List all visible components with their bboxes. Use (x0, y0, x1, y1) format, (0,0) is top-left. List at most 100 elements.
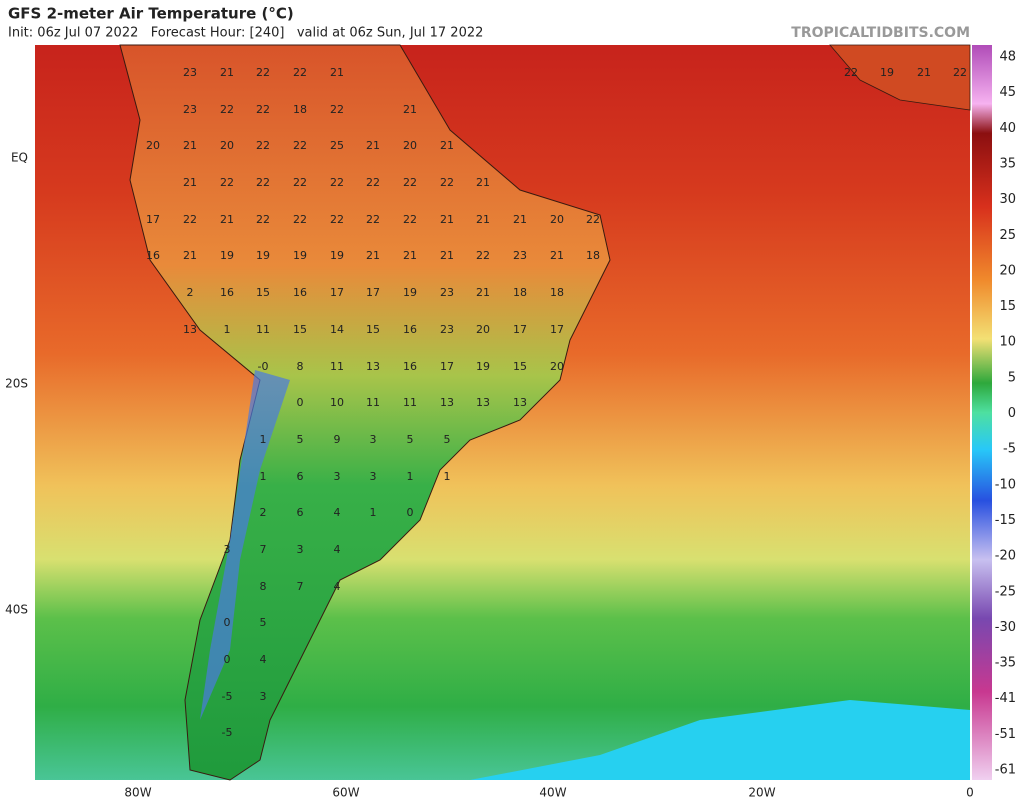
colorbar-label: 35 (999, 156, 1016, 171)
temperature-label: 21 (440, 139, 454, 152)
temperature-label: 5 (260, 616, 267, 629)
colorbar-label: 30 (999, 192, 1016, 207)
temperature-label: 13 (476, 396, 490, 409)
temperature-label: 0 (407, 506, 414, 519)
temperature-label: 18 (293, 103, 307, 116)
temperature-label: 0 (297, 396, 304, 409)
temperature-label: 18 (513, 286, 527, 299)
colorbar-label: -30 (995, 620, 1016, 635)
temperature-label: 15 (256, 286, 270, 299)
temperature-label: 21 (403, 103, 417, 116)
subtitle: Init: 06z Jul 07 2022 Forecast Hour: [24… (8, 26, 483, 41)
temperature-label: 22 (256, 139, 270, 152)
temperature-label: 21 (917, 66, 931, 79)
colorbar (972, 45, 992, 780)
temperature-label: 22 (293, 213, 307, 226)
temperature-label: 21 (366, 139, 380, 152)
temperature-label: 11 (256, 323, 270, 336)
colorbar-label: -41 (995, 691, 1016, 706)
y-axis-label: EQ (11, 151, 28, 165)
temperature-label: 23 (513, 249, 527, 262)
colorbar-label: 25 (999, 228, 1016, 243)
temperature-label: 1 (407, 470, 414, 483)
temperature-label: 15 (366, 323, 380, 336)
title: GFS 2-meter Air Temperature (°C) (8, 5, 294, 23)
temperature-label: 22 (330, 176, 344, 189)
temperature-label: 19 (403, 286, 417, 299)
temperature-label: 22 (220, 103, 234, 116)
colorbar-label: 40 (999, 121, 1016, 136)
temperature-label: 21 (366, 249, 380, 262)
temperature-label: 23 (183, 66, 197, 79)
temperature-label: 1 (260, 470, 267, 483)
temperature-label: 4 (334, 580, 341, 593)
temperature-label: 22 (293, 66, 307, 79)
temperature-label: 25 (330, 139, 344, 152)
temperature-label: 0 (224, 653, 231, 666)
temperature-label: 17 (146, 213, 160, 226)
temperature-label: 21 (550, 249, 564, 262)
temperature-label: 22 (366, 213, 380, 226)
temperature-label: 4 (334, 506, 341, 519)
temperature-label: 10 (330, 396, 344, 409)
temperature-label: 19 (330, 249, 344, 262)
temperature-label: 3 (370, 470, 377, 483)
andes-cold (200, 370, 290, 720)
temperature-label: 22 (330, 103, 344, 116)
temperature-label: 0 (224, 616, 231, 629)
temperature-label: -5 (222, 690, 233, 703)
temperature-label: 22 (293, 176, 307, 189)
temperature-label: 17 (440, 360, 454, 373)
antarctic-cold (470, 700, 970, 780)
temperature-label: 3 (224, 543, 231, 556)
colorbar-label: -5 (1003, 442, 1016, 457)
temperature-label: 21 (183, 139, 197, 152)
temperature-label: 22 (403, 176, 417, 189)
colorbar-label: 20 (999, 263, 1016, 278)
temperature-label: 21 (220, 213, 234, 226)
temperature-label: 22 (403, 213, 417, 226)
temperature-label: 21 (440, 249, 454, 262)
temperature-label: 5 (297, 433, 304, 446)
colorbar-label: -10 (995, 477, 1016, 492)
temperature-label: 11 (403, 396, 417, 409)
temperature-label: 19 (880, 66, 894, 79)
temperature-label: 16 (403, 360, 417, 373)
temperature-label: 7 (260, 543, 267, 556)
temperature-label: 21 (403, 249, 417, 262)
temperature-label: 21 (476, 176, 490, 189)
temperature-label: 22 (293, 139, 307, 152)
x-axis-label: 80W (124, 786, 151, 800)
temperature-label: 1 (370, 506, 377, 519)
temperature-label: 22 (476, 249, 490, 262)
colorbar-label: 10 (999, 335, 1016, 350)
temperature-label: 23 (440, 323, 454, 336)
temperature-label: 20 (403, 139, 417, 152)
temperature-label: 16 (293, 286, 307, 299)
temperature-label: 20 (146, 139, 160, 152)
colorbar-label: -15 (995, 513, 1016, 528)
temperature-label: 23 (183, 103, 197, 116)
temperature-label: 22 (256, 176, 270, 189)
colorbar-label: -25 (995, 584, 1016, 599)
temperature-label: 22 (256, 66, 270, 79)
temperature-label: 4 (260, 653, 267, 666)
temperature-label: 22 (586, 213, 600, 226)
temperature-label: 13 (366, 360, 380, 373)
temperature-label: 21 (220, 66, 234, 79)
colorbar-label: 45 (999, 85, 1016, 100)
y-axis-label: 40S (5, 603, 28, 617)
temperature-label: 23 (440, 286, 454, 299)
y-axis-label: 20S (5, 377, 28, 391)
temperature-label: 13 (440, 396, 454, 409)
x-axis-label: 20W (748, 786, 775, 800)
temperature-label: 19 (293, 249, 307, 262)
temperature-label: 17 (330, 286, 344, 299)
temperature-label: 16 (146, 249, 160, 262)
colorbar-label: 5 (1008, 370, 1016, 385)
temperature-label: 20 (550, 213, 564, 226)
temperature-label: 22 (366, 176, 380, 189)
temperature-label: 21 (183, 176, 197, 189)
x-axis-label: 60W (332, 786, 359, 800)
